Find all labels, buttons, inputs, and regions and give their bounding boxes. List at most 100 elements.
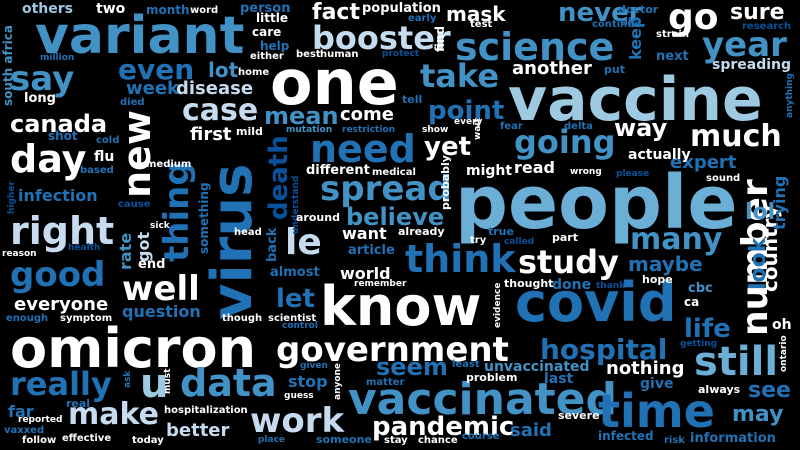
- word-take: take: [420, 57, 500, 95]
- word-come: come: [340, 104, 394, 125]
- word-home: home: [238, 67, 270, 78]
- word-u: u: [140, 361, 169, 407]
- word-little: little: [256, 11, 288, 25]
- word-month: month: [146, 3, 190, 17]
- word-hospital: hospital: [540, 333, 668, 366]
- word-research: research: [742, 21, 792, 32]
- word-severe: severe: [558, 409, 600, 422]
- word-tell: tell: [402, 93, 423, 106]
- word-mild: mild: [236, 125, 263, 138]
- word-lot: lot: [208, 58, 239, 82]
- word-might: might: [466, 163, 513, 179]
- word-let: let: [276, 284, 315, 314]
- word-best: best: [296, 49, 321, 60]
- word-head: head: [234, 227, 262, 238]
- word-cold: cold: [96, 135, 120, 146]
- word-ask: ask: [123, 370, 133, 388]
- word-higher: higher: [7, 181, 17, 214]
- word-enough: enough: [6, 313, 49, 324]
- word-make: make: [68, 397, 159, 432]
- word-covid: covid: [515, 271, 677, 334]
- word-two: two: [96, 1, 126, 17]
- word-really: really: [10, 365, 112, 403]
- word-well: well: [122, 269, 200, 309]
- word-say: say: [10, 59, 75, 99]
- word-thank: thank: [596, 281, 626, 291]
- word-already: already: [398, 225, 445, 238]
- word-back: back: [265, 227, 280, 262]
- word-want: want: [342, 224, 387, 243]
- word-le: le: [285, 222, 322, 263]
- word-health: health: [68, 243, 101, 253]
- word-much: much: [690, 119, 782, 154]
- word-early: early: [408, 13, 437, 24]
- word-variant: variant: [35, 6, 245, 66]
- word-thing: thing: [157, 161, 197, 262]
- word-look: look: [746, 237, 771, 290]
- word-human: human: [320, 49, 359, 60]
- word-medium: medium: [146, 159, 192, 170]
- word-based: based: [80, 165, 114, 176]
- word-people: people: [455, 160, 738, 246]
- word-yet: yet: [424, 132, 472, 162]
- word-risk: risk: [664, 435, 685, 446]
- word-sound: sound: [706, 173, 741, 184]
- word-anything: anything: [785, 73, 795, 118]
- word-real: real: [66, 397, 91, 410]
- word-though: though: [222, 313, 263, 324]
- word-need: need: [310, 127, 416, 171]
- word-chance: chance: [418, 435, 458, 446]
- word-virus: virus: [200, 163, 265, 320]
- word-work: work: [250, 401, 345, 441]
- word-find: find: [433, 25, 447, 52]
- word-data: data: [180, 361, 277, 405]
- word-still: still: [694, 339, 779, 385]
- word-disease: disease: [176, 78, 254, 99]
- word-time: time: [598, 384, 715, 438]
- word-better: better: [166, 420, 230, 441]
- word-symptom: symptom: [60, 313, 113, 324]
- word-always: always: [698, 383, 741, 396]
- word-sick: sick: [150, 221, 170, 231]
- word-spreading: spreading: [712, 57, 792, 73]
- word-continue: continue: [592, 19, 642, 30]
- word-right: right: [10, 209, 115, 253]
- word-getting: getting: [680, 339, 718, 349]
- word-stay: stay: [384, 435, 408, 446]
- word-unvaccinated: unvaccinated: [484, 359, 590, 375]
- word-others: others: [22, 1, 74, 17]
- word-south-africa: south africa: [1, 25, 15, 106]
- word-canada: canada: [10, 110, 108, 138]
- word-strain: strain: [656, 29, 689, 40]
- word-world: world: [340, 264, 391, 283]
- word-restriction: restriction: [342, 125, 396, 135]
- word-follow: follow: [22, 435, 57, 446]
- word-please: please: [616, 169, 650, 179]
- word-every: every: [454, 117, 483, 127]
- word-control: control: [282, 321, 318, 331]
- word-case: case: [182, 93, 259, 128]
- word-probably: probably: [439, 155, 452, 210]
- word-fear: fear: [500, 121, 523, 132]
- word-doctor: doctor: [618, 3, 659, 16]
- word-show: show: [422, 125, 449, 135]
- word-hope: hope: [642, 273, 673, 286]
- word-ca: ca: [684, 295, 700, 309]
- word-done: done: [552, 277, 592, 293]
- word-word: word: [190, 5, 219, 16]
- word-effective: effective: [62, 433, 112, 444]
- word-given: given: [300, 361, 328, 371]
- word-million: million: [40, 53, 75, 63]
- word-cause: cause: [118, 199, 151, 210]
- word-place: place: [258, 435, 286, 445]
- word-vaxxed: vaxxed: [4, 425, 45, 436]
- word-article: article: [348, 243, 395, 258]
- word-cbc: cbc: [688, 281, 713, 296]
- word-hospitalization: hospitalization: [164, 405, 248, 416]
- word-evidence: evidence: [493, 282, 503, 328]
- word-true: true: [488, 225, 514, 238]
- word-information: information: [690, 431, 776, 446]
- word-almost: almost: [270, 265, 320, 280]
- word-day: day: [10, 137, 87, 181]
